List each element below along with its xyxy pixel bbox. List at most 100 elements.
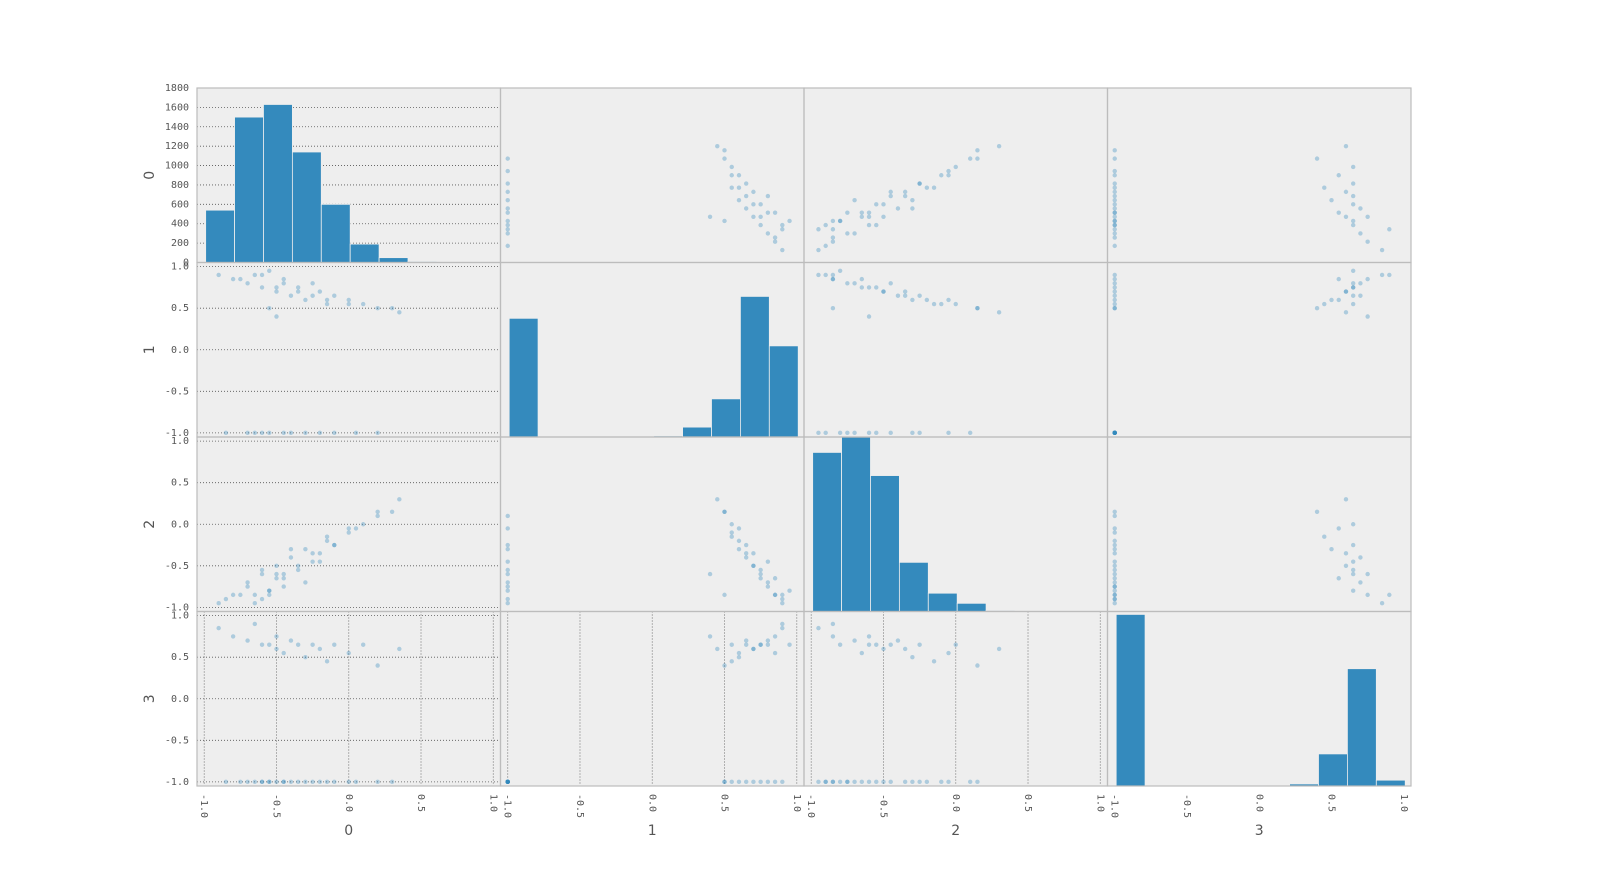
panel (1107, 437, 1411, 612)
scatter-point (505, 584, 510, 589)
scatter-point (830, 276, 836, 282)
scatter-point (259, 430, 265, 436)
scatter-point (729, 173, 734, 178)
x-tick-label: -1.0 (805, 794, 816, 818)
scatter-point (1343, 143, 1349, 149)
scatter-point (830, 634, 836, 639)
scatter-point (859, 214, 865, 219)
x-tick-label: -0.5 (574, 794, 585, 818)
scatter-point (772, 779, 778, 785)
scatter-point (1112, 222, 1117, 228)
scatter-point (780, 600, 785, 606)
scatter-point (1112, 210, 1117, 215)
scatter-point (281, 584, 286, 589)
panel-border (1106, 610, 1412, 787)
scatter-point (346, 650, 351, 656)
histogram-bar (956, 602, 987, 612)
scatter-point (303, 546, 308, 552)
scatter-point (743, 555, 749, 560)
scatter-point (1365, 276, 1370, 282)
scatter-point (1112, 148, 1117, 153)
scatter-point (722, 592, 727, 598)
scatter-point (267, 642, 272, 647)
scatter-point (1112, 430, 1117, 436)
x-tick-label: -1.0 (502, 794, 513, 818)
y-axis-label: 2 (142, 520, 158, 529)
scatter-point (375, 430, 380, 436)
scatter-point (324, 534, 330, 539)
scatter-point (1365, 239, 1370, 244)
scatter-point (845, 430, 850, 436)
x-tick-label: -0.5 (877, 794, 888, 818)
scatter-point (1112, 571, 1117, 577)
scatter-point (1379, 600, 1385, 606)
y-tick-label: -1.0 (165, 428, 189, 439)
scatter-point (953, 164, 958, 170)
scatter-point (852, 281, 857, 286)
scatter-point (1112, 430, 1117, 436)
scatter-point (830, 621, 836, 627)
scatter-point (353, 430, 359, 436)
y-tick-label: -1.0 (165, 777, 189, 788)
scatter-point (830, 306, 836, 311)
histogram-bar (927, 592, 958, 612)
y-tick-label: 0.5 (171, 652, 189, 663)
scatter-point (1112, 600, 1117, 606)
scatter-point (830, 239, 836, 244)
scatter-point (267, 268, 272, 274)
y-tick-label: 0.5 (171, 478, 189, 489)
scatter-point (230, 276, 236, 282)
scatter-point (1112, 430, 1117, 436)
scatter-point (505, 197, 510, 203)
scatter-point (736, 197, 742, 203)
scatter-point (505, 168, 510, 174)
scatter-point (837, 430, 843, 436)
scatter-point (743, 642, 749, 647)
scatter-point (924, 779, 930, 785)
scatter-point (1350, 268, 1356, 274)
y-tick-label: 0.5 (171, 303, 189, 314)
scatter-point (881, 214, 886, 219)
scatter-point (1112, 546, 1117, 552)
scatter-point (917, 642, 922, 647)
histogram-bar (291, 151, 322, 263)
scatter-point (772, 210, 778, 215)
scatter-point (1112, 218, 1117, 224)
scatter-point (281, 281, 286, 286)
scatter-point (223, 430, 229, 436)
scatter-point (780, 621, 785, 627)
scatter-point (975, 306, 980, 311)
y-axis-label: 0 (142, 171, 158, 180)
scatter-point (310, 281, 315, 286)
scatter-point (758, 642, 763, 647)
scatter-point (758, 202, 763, 207)
scatter-point (866, 314, 872, 319)
histogram-bar (234, 116, 264, 263)
scatter-point (505, 779, 510, 785)
scatter-point (758, 567, 763, 573)
scatter-point (859, 276, 865, 282)
scatter-point (888, 642, 893, 647)
scatter-point (888, 430, 893, 436)
x-tick-label: -1.0 (1109, 794, 1120, 818)
scatter-point (1112, 222, 1117, 228)
scatter-point (751, 646, 756, 652)
scatter-point (722, 509, 727, 514)
scatter-point (830, 227, 836, 232)
scatter-point (259, 779, 265, 785)
scatter-point (751, 551, 756, 556)
scatter-point (281, 430, 286, 436)
scatter-point (968, 430, 973, 436)
scatter-point (281, 276, 286, 282)
scatter-point (881, 202, 886, 207)
scatter-point (1365, 592, 1370, 598)
scatter-point (1112, 430, 1117, 436)
scatter-point (902, 293, 908, 298)
y-tick-label: 1800 (165, 83, 189, 94)
scatter-point (361, 642, 366, 647)
scatter-point (259, 567, 265, 573)
scatter-point (975, 148, 980, 153)
scatter-point (1358, 231, 1363, 236)
scatter-point (310, 551, 315, 556)
scatter-point (238, 276, 243, 282)
